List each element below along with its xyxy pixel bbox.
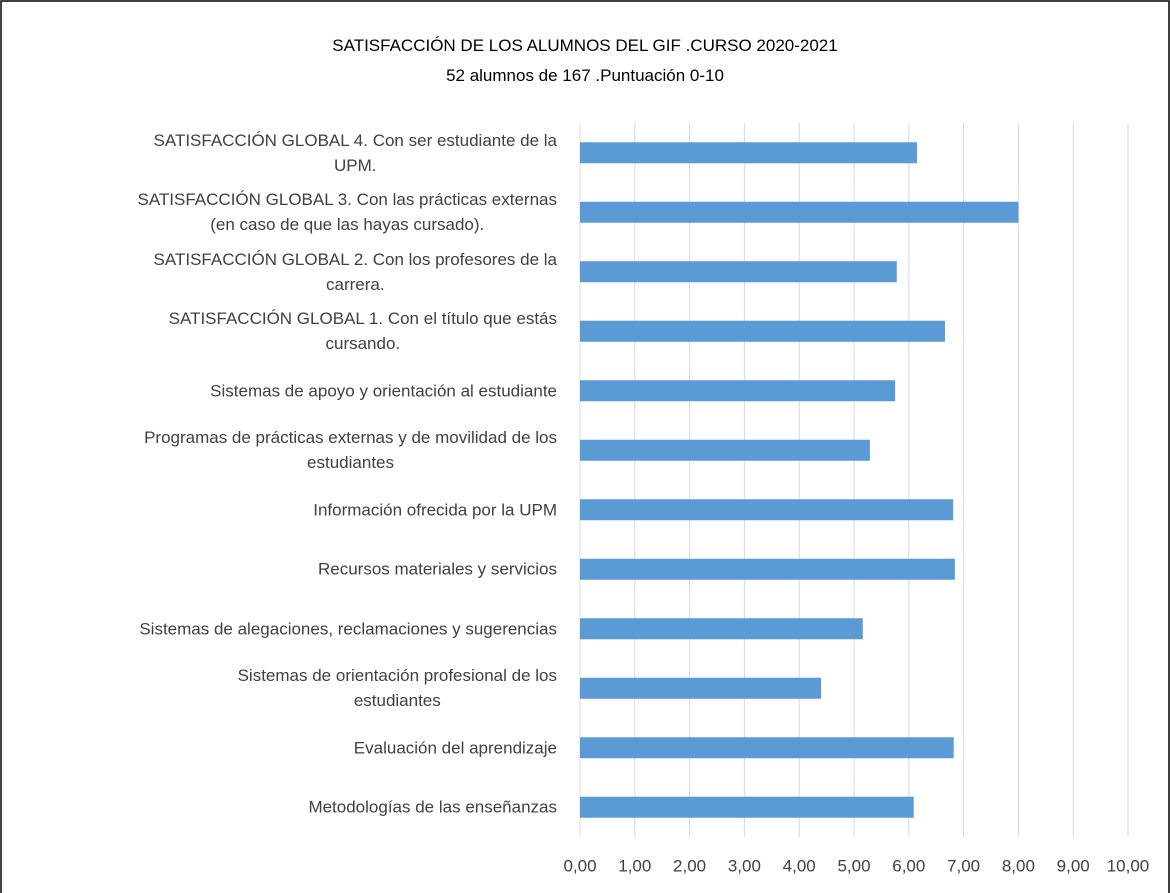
- x-tick-label: 3,00: [728, 856, 761, 875]
- category-label: Sistemas de alegaciones, reclamaciones y…: [139, 619, 557, 639]
- category-label: SATISFACCIÓN GLOBAL 2. Con los profesore…: [153, 249, 557, 294]
- bar: [580, 261, 897, 283]
- x-tick-label: 5,00: [837, 856, 870, 875]
- bar: [580, 499, 954, 521]
- x-tick-label: 6,00: [892, 856, 925, 875]
- bar: [580, 737, 954, 759]
- x-tick-label: 0,00: [563, 856, 596, 875]
- category-label: Sistemas de apoyo y orientación al estud…: [210, 381, 557, 401]
- bar: [580, 142, 918, 164]
- bar: [580, 558, 955, 580]
- category-label: SATISFACCIÓN GLOBAL 3. Con las prácticas…: [137, 190, 558, 235]
- category-label: Recursos materiales y servicios: [317, 559, 557, 579]
- bar: [580, 796, 914, 818]
- chart-title: SATISFACCIÓN DE LOS ALUMNOS DEL GIF .CUR…: [332, 36, 838, 55]
- x-tick-label: 2,00: [673, 856, 706, 875]
- x-tick-label: 8,00: [1002, 856, 1035, 875]
- bar: [580, 380, 896, 402]
- x-tick-label: 1,00: [618, 856, 651, 875]
- bar: [580, 439, 870, 461]
- x-tick-label: 4,00: [783, 856, 816, 875]
- x-tick-label: 9,00: [1057, 856, 1090, 875]
- category-label: Programas de prácticas externas y de mov…: [144, 428, 557, 473]
- bar: [580, 677, 822, 699]
- category-label: Metodologías de las enseñanzas: [308, 797, 557, 817]
- category-label: Evaluación del aprendizaje: [353, 738, 557, 758]
- category-label: Sistemas de orientación profesional de l…: [237, 666, 557, 711]
- x-tick-label: 10,00: [1107, 856, 1150, 875]
- x-tick-label: 7,00: [947, 856, 980, 875]
- bar: [580, 618, 863, 640]
- bar: [580, 320, 945, 342]
- category-label: Información ofrecida por la UPM: [313, 500, 557, 520]
- chart-subtitle: 52 alumnos de 167 .Puntuación 0-10: [446, 66, 724, 85]
- category-label: SATISFACCIÓN GLOBAL 1. Con el título que…: [168, 309, 557, 354]
- category-label: SATISFACCIÓN GLOBAL 4. Con ser estudiant…: [153, 130, 557, 175]
- bar: [580, 201, 1019, 223]
